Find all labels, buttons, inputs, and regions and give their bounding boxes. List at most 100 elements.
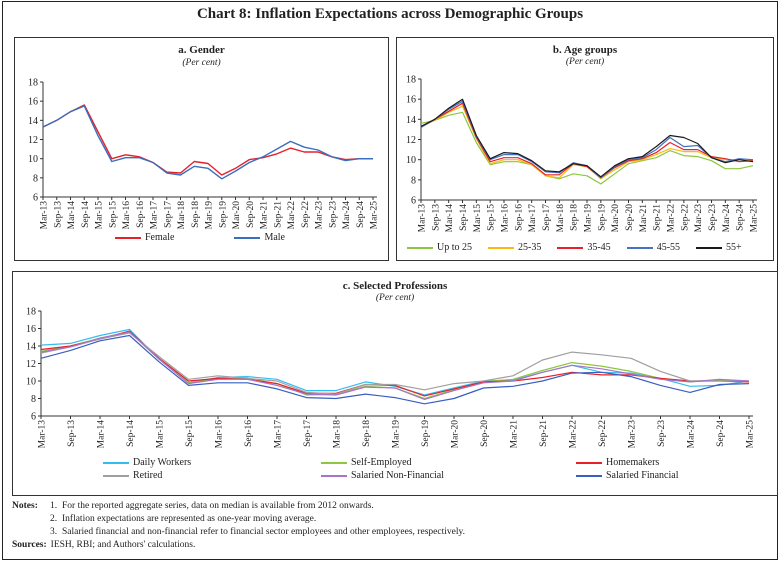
x-tick-label: Sep-13 <box>67 420 77 447</box>
x-tick-label: Sep-14 <box>126 420 136 447</box>
series-line-retired <box>40 332 749 395</box>
legend-item: 35-45 <box>557 242 611 253</box>
legend-swatch <box>576 474 602 477</box>
legend-item: 55+ <box>696 242 742 253</box>
panel-unit: (Per cent) <box>182 58 221 68</box>
x-tick-label: Sep-18 <box>362 420 372 447</box>
legend-swatch <box>696 246 723 249</box>
note-number: 1. <box>50 501 58 511</box>
legend-swatch <box>234 236 261 239</box>
x-tick-label: Mar-25 <box>370 201 380 230</box>
legend-swatch <box>103 474 129 477</box>
legend: Daily Workers Self-Employed Homemakers Reti… <box>103 457 776 481</box>
x-tick-label: Mar-19 <box>392 420 402 449</box>
x-tick-label: Sep-21 <box>653 204 663 231</box>
x-tick-label: Sep-23 <box>657 420 667 447</box>
x-tick-label: Sep-20 <box>480 420 490 447</box>
x-tick-label: Mar-21 <box>639 204 649 233</box>
x-tick-label: Mar-16 <box>215 420 225 449</box>
x-tick-label: Sep-22 <box>598 420 608 447</box>
legend: Female Male <box>115 232 285 243</box>
x-tick-label: Sep-22 <box>301 201 311 228</box>
x-tick-label: Mar-17 <box>274 420 284 449</box>
notes-label: Notes: <box>12 501 38 511</box>
x-tick-label: Sep-15 <box>108 201 118 228</box>
note-text: Salaried financial and non-financial ref… <box>62 527 465 537</box>
x-tick-label: Sep-22 <box>680 204 690 231</box>
x-tick-label: Mar-20 <box>451 420 461 449</box>
x-tick-label: Mar-14 <box>445 204 455 233</box>
legend-item: 45-55 <box>626 242 681 253</box>
legend-swatch <box>576 461 602 464</box>
panel-title: b. Age groups <box>552 44 618 56</box>
y-tick-label: 6 <box>33 193 38 204</box>
x-tick-label: Mar-14 <box>67 201 77 230</box>
legend-label: Up to 25 <box>437 242 472 253</box>
legend-item: Female <box>115 232 174 243</box>
x-tick-label: Sep-24 <box>736 204 746 231</box>
x-tick-label: Sep-16 <box>244 420 254 447</box>
x-tick-label: Mar-23 <box>315 201 325 230</box>
x-tick-label: Mar-22 <box>569 420 579 449</box>
legend-item: Self-Employed <box>321 457 576 468</box>
x-tick-label: Mar-17 <box>150 201 160 230</box>
x-tick-label: Mar-13 <box>38 420 48 449</box>
x-tick-label: Sep-24 <box>356 201 366 228</box>
x-tick-label: Mar-25 <box>750 204 760 233</box>
x-tick-label: Mar-24 <box>687 420 697 449</box>
panel-title: a. Gender <box>178 44 225 56</box>
legend-label: 55+ <box>726 242 742 253</box>
x-tick-label: Mar-22 <box>667 204 677 233</box>
legend-label: Salaried Non-Financial <box>351 470 445 481</box>
figure-title: Chart 8: Inflation Expectations across D… <box>196 6 584 22</box>
legend-label: Retired <box>133 470 163 481</box>
legend-item: Retired <box>103 470 321 481</box>
x-tick-label: Mar-24 <box>342 201 352 230</box>
legend: Up to 25 25-35 35-45 45-55 55+ <box>407 242 742 253</box>
legend-label: 45-55 <box>656 242 681 253</box>
legend-label: Homemakers <box>606 457 660 468</box>
panel-professions: c. Selected Professions (Per cent) 6 8 10 1… <box>12 271 778 496</box>
x-tick-label: Sep-19 <box>421 420 431 447</box>
x-tick-label: Sep-20 <box>246 201 256 228</box>
x-tick-label: Mar-15 <box>95 201 105 230</box>
y-tick-label: 14 <box>26 342 36 353</box>
x-tick-label: Mar-23 <box>628 420 638 449</box>
note-number: 2. <box>50 514 58 524</box>
y-tick-label: 12 <box>28 135 38 146</box>
series-line-salaried-financial <box>40 334 750 405</box>
x-tick-label: Mar-20 <box>232 201 242 230</box>
legend-item: 25-35 <box>488 242 541 253</box>
x-tick-label: Sep-24 <box>716 420 726 447</box>
x-tick-label: Sep-15 <box>185 420 195 447</box>
panel-unit: (Per cent) <box>565 57 605 67</box>
panel-age-groups: b. Age groups (Per cent) 6 8 10 12 14 16 18 Mar… <box>396 37 774 261</box>
legend-label: 35-45 <box>587 242 611 253</box>
legend-swatch <box>407 246 433 249</box>
x-tick-label: Mar-19 <box>205 201 215 230</box>
x-tick-label: Mar-14 <box>97 420 107 449</box>
legend-item: Salaried Financial <box>576 470 776 481</box>
x-tick-label: Sep-19 <box>597 204 607 231</box>
x-tick-label: Mar-24 <box>722 204 732 233</box>
x-tick-label: Mar-22 <box>287 201 297 230</box>
y-tick-label: 12 <box>406 135 416 146</box>
legend-label: Male <box>264 232 285 243</box>
legend-label: Self-Employed <box>351 457 412 468</box>
note-number: 3. <box>50 527 58 537</box>
x-tick-label: Mar-18 <box>333 420 343 449</box>
y-tick-label: 10 <box>406 155 416 166</box>
legend-label: 25-35 <box>518 242 542 253</box>
y-tick-label: 18 <box>26 307 36 318</box>
y-tick-label: 18 <box>28 78 38 89</box>
legend-swatch <box>103 461 129 464</box>
y-tick-label: 14 <box>406 115 416 126</box>
x-tick-label: Sep-17 <box>303 420 313 447</box>
panel-gender: a. Gender (Per cent) 6 8 10 12 14 16 18 Mar-13 S… <box>14 37 389 261</box>
y-tick-label: 8 <box>31 394 36 405</box>
x-tick-label: Sep-14 <box>81 201 91 228</box>
legend-item: Up to 25 <box>407 242 472 253</box>
x-tick-label: Mar-18 <box>177 201 187 230</box>
plot-svg: 6 8 10 12 14 16 18 Mar-13 Sep-13 Mar-14 Sep-14 Mar-… <box>406 75 760 233</box>
x-tick-label: Mar-13 <box>40 201 50 230</box>
